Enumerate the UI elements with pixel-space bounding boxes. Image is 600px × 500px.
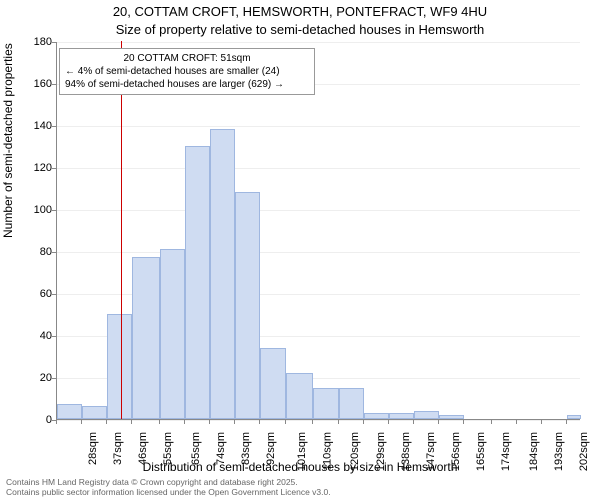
y-tick-mark xyxy=(52,336,56,337)
x-tick-mark xyxy=(363,420,364,424)
x-tick-mark xyxy=(234,420,235,424)
x-tick-mark xyxy=(81,420,82,424)
x-tick-label: 101sqm xyxy=(297,432,309,471)
histogram-bar xyxy=(132,257,160,419)
y-tick-mark xyxy=(52,84,56,85)
annotation-line2: ← 4% of semi-detached houses are smaller… xyxy=(65,65,309,78)
y-tick-label: 80 xyxy=(12,246,52,258)
histogram-bar xyxy=(414,411,439,419)
histogram-bar xyxy=(107,314,132,419)
x-tick-label: 92sqm xyxy=(265,432,277,465)
x-tick-label: 202sqm xyxy=(578,432,590,471)
x-tick-label: 129sqm xyxy=(375,432,387,471)
y-tick-label: 40 xyxy=(12,330,52,342)
y-tick-label: 120 xyxy=(12,162,52,174)
histogram-bar xyxy=(364,413,389,419)
x-tick-mark xyxy=(106,420,107,424)
y-tick-label: 100 xyxy=(12,204,52,216)
footer-line2: Contains public sector information licen… xyxy=(6,488,331,498)
x-tick-label: 28sqm xyxy=(87,432,99,465)
x-tick-label: 193sqm xyxy=(553,432,565,471)
histogram-bar xyxy=(439,415,464,419)
x-tick-mark xyxy=(463,420,464,424)
x-tick-label: 147sqm xyxy=(425,432,437,471)
y-tick-mark xyxy=(52,378,56,379)
x-tick-label: 37sqm xyxy=(112,432,124,465)
y-tick-mark xyxy=(52,126,56,127)
chart-container: 20, COTTAM CROFT, HEMSWORTH, PONTEFRACT,… xyxy=(0,0,600,500)
x-tick-label: 110sqm xyxy=(321,432,333,470)
x-tick-label: 83sqm xyxy=(240,432,252,465)
annotation-line3: 94% of semi-detached houses are larger (… xyxy=(65,78,309,91)
x-tick-label: 46sqm xyxy=(137,432,149,465)
x-tick-mark xyxy=(438,420,439,424)
y-tick-label: 180 xyxy=(12,36,52,48)
histogram-bar xyxy=(260,348,285,419)
histogram-bar xyxy=(286,373,314,419)
x-tick-mark xyxy=(541,420,542,424)
x-tick-label: 120sqm xyxy=(350,432,362,471)
gridline xyxy=(57,210,580,211)
gridline xyxy=(57,420,580,421)
x-tick-mark xyxy=(259,420,260,424)
x-tick-mark xyxy=(516,420,517,424)
y-tick-mark xyxy=(52,168,56,169)
y-tick-label: 140 xyxy=(12,120,52,132)
reference-line xyxy=(121,41,122,419)
y-tick-label: 20 xyxy=(12,372,52,384)
x-tick-mark xyxy=(131,420,132,424)
histogram-bar xyxy=(567,415,581,419)
chart-title-line2: Size of property relative to semi-detach… xyxy=(0,22,600,37)
histogram-bar xyxy=(82,406,107,419)
x-tick-mark xyxy=(285,420,286,424)
footer-text: Contains HM Land Registry data © Crown c… xyxy=(6,478,331,498)
histogram-bar xyxy=(210,129,235,419)
x-tick-mark xyxy=(338,420,339,424)
x-tick-mark xyxy=(566,420,567,424)
y-tick-label: 60 xyxy=(12,288,52,300)
x-tick-label: 165sqm xyxy=(475,432,487,471)
histogram-bar xyxy=(160,249,185,419)
x-tick-label: 184sqm xyxy=(528,432,540,471)
y-tick-label: 160 xyxy=(12,78,52,90)
x-tick-mark xyxy=(388,420,389,424)
x-tick-mark xyxy=(56,420,57,424)
x-tick-mark xyxy=(491,420,492,424)
chart-title-line1: 20, COTTAM CROFT, HEMSWORTH, PONTEFRACT,… xyxy=(0,4,600,19)
x-tick-mark xyxy=(413,420,414,424)
x-tick-label: 74sqm xyxy=(215,432,227,465)
y-tick-mark xyxy=(52,252,56,253)
gridline xyxy=(57,168,580,169)
plot-area: 20 COTTAM CROFT: 51sqm ← 4% of semi-deta… xyxy=(56,42,580,420)
x-tick-mark xyxy=(184,420,185,424)
x-tick-label: 174sqm xyxy=(500,432,512,471)
x-tick-label: 65sqm xyxy=(190,432,202,465)
histogram-bar xyxy=(57,404,82,419)
x-tick-label: 156sqm xyxy=(450,432,462,471)
annotation-box: 20 COTTAM CROFT: 51sqm ← 4% of semi-deta… xyxy=(59,48,315,95)
y-tick-label: 0 xyxy=(12,414,52,426)
histogram-bar xyxy=(339,388,364,420)
annotation-line1: 20 COTTAM CROFT: 51sqm xyxy=(65,52,309,65)
x-tick-mark xyxy=(209,420,210,424)
gridline xyxy=(57,42,580,43)
histogram-bar xyxy=(185,146,210,419)
x-tick-label: 138sqm xyxy=(400,432,412,471)
histogram-bar xyxy=(389,413,414,419)
x-tick-mark xyxy=(312,420,313,424)
x-tick-mark xyxy=(159,420,160,424)
y-tick-mark xyxy=(52,294,56,295)
histogram-bar xyxy=(313,388,338,420)
y-tick-mark xyxy=(52,42,56,43)
histogram-bar xyxy=(235,192,260,419)
y-tick-mark xyxy=(52,210,56,211)
gridline xyxy=(57,252,580,253)
gridline xyxy=(57,126,580,127)
x-tick-label: 55sqm xyxy=(162,432,174,465)
